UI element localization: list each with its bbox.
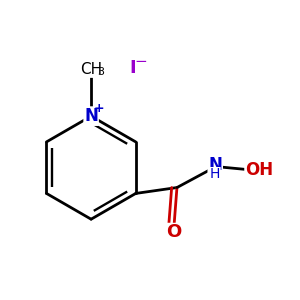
Text: −: −: [134, 54, 147, 69]
Text: N: N: [84, 107, 98, 125]
Text: N: N: [208, 157, 222, 175]
Text: OH: OH: [245, 161, 273, 179]
Text: H: H: [210, 167, 220, 181]
Text: 3: 3: [97, 67, 104, 77]
Text: CH: CH: [80, 62, 102, 77]
Text: O: O: [167, 223, 182, 241]
Text: I: I: [129, 58, 136, 76]
Text: +: +: [93, 102, 104, 115]
